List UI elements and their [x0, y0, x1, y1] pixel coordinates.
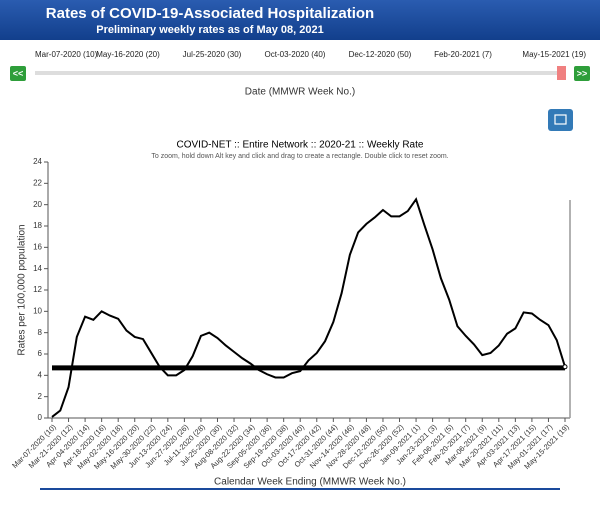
image-button[interactable] — [548, 109, 573, 131]
slider-label: Mar-07-2020 (10) — [35, 50, 98, 59]
header-title: Rates of COVID-19-Associated Hospitaliza… — [46, 5, 374, 22]
y-tick-label: 22 — [33, 178, 42, 187]
y-tick-label: 14 — [33, 264, 42, 273]
y-tick-label: 4 — [38, 370, 43, 379]
header-subtitle: Preliminary weekly rates as of May 08, 2… — [96, 24, 323, 36]
slider-label: Feb-20-2021 (7) — [434, 50, 492, 59]
y-tick-label: 24 — [33, 157, 42, 166]
y-axis-label: Rates per 100,000 population — [17, 224, 28, 355]
y-tick-label: 18 — [33, 221, 42, 230]
y-tick-label: 10 — [33, 306, 42, 315]
x-axis-label: Calendar Week Ending (MMWR Week No.) — [214, 477, 406, 488]
slider-label: Dec-12-2020 (50) — [349, 50, 412, 59]
prev-button[interactable] — [10, 66, 26, 81]
data-line — [51, 197, 566, 418]
slider-label: May-16-2020 (20) — [96, 50, 160, 59]
y-tick-label: 16 — [33, 242, 42, 251]
next-button[interactable] — [574, 66, 590, 81]
chart-subtitle: To zoom, hold down Alt key and click and… — [151, 153, 448, 160]
header-bar — [0, 0, 600, 40]
slider-label: Oct-03-2020 (40) — [265, 50, 326, 59]
slider-handle[interactable] — [557, 66, 566, 80]
next-label: >> — [577, 68, 588, 78]
y-tick-label: 2 — [38, 392, 43, 401]
y-tick-label: 8 — [38, 328, 43, 337]
y-tick-label: 20 — [33, 200, 42, 209]
prev-label: << — [13, 68, 24, 78]
y-tick-label: 6 — [38, 349, 43, 358]
end-marker — [562, 364, 568, 370]
chart-title: COVID-NET :: Entire Network :: 2020-21 :… — [177, 140, 424, 151]
y-tick-label: 12 — [33, 285, 42, 294]
slider-label: Jul-25-2020 (30) — [183, 50, 242, 59]
y-tick-label: 0 — [38, 413, 43, 422]
slider-caption: Date (MMWR Week No.) — [245, 87, 355, 98]
image-icon — [554, 114, 567, 125]
slider-label: May-15-2021 (19) — [522, 50, 586, 59]
